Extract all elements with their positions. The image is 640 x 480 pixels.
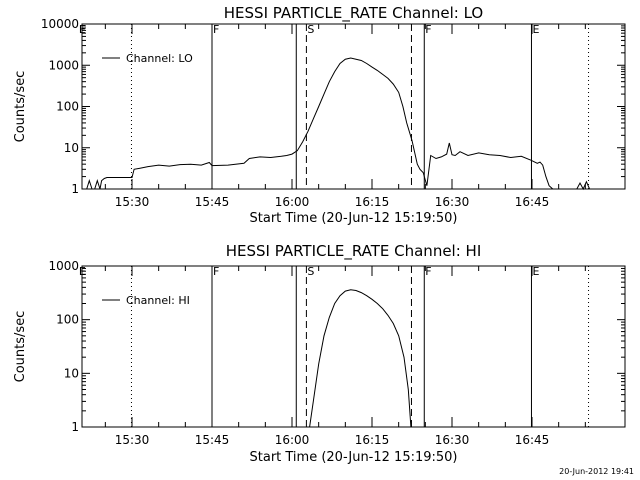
hi-x-tick-label: 15:45 xyxy=(195,433,230,447)
hi-marker-label: E xyxy=(532,265,539,278)
lo-y-tick-label: 1000 xyxy=(48,58,79,72)
hi-x-tick-label: 16:15 xyxy=(355,433,390,447)
lo-marker-label: S xyxy=(307,23,314,36)
lo-y-tick-label: 1 xyxy=(71,182,79,196)
hi-marker-label: F xyxy=(213,265,219,278)
hi-y-axis-label: Counts/sec xyxy=(13,311,28,383)
lo-x-tick-label: 16:45 xyxy=(515,195,550,209)
lo-y-axis-label: Counts/sec xyxy=(13,71,28,143)
hi-y-tick-label: 1000 xyxy=(48,259,79,273)
lo-x-tick-label: 16:15 xyxy=(355,195,390,209)
lo-x-axis-label: Start Time (20-Jun-12 15:19:50) xyxy=(250,211,458,226)
lo-marker-label: E xyxy=(79,23,86,36)
hi-x-tick-label: 16:30 xyxy=(435,433,470,447)
hi-y-tick-label: 1 xyxy=(71,420,79,434)
lo-series-line xyxy=(82,57,591,191)
hi-plot-frame xyxy=(81,265,626,428)
lo-chart-title: HESSI PARTICLE_RATE Channel: LO xyxy=(224,4,483,23)
hi-marker-label: E xyxy=(79,265,86,278)
hi-x-tick-label: 16:45 xyxy=(515,433,550,447)
hi-channel-panel: HESSI PARTICLE_RATE Channel: HI 1 10 100 100… xyxy=(13,242,626,465)
hi-marker-label: S xyxy=(307,265,314,278)
lo-x-tick-label: 15:30 xyxy=(115,195,150,209)
lo-plot-frame xyxy=(81,23,626,190)
lo-y-tick-label: 100 xyxy=(56,100,79,114)
hi-x-tick-label: 16:00 xyxy=(275,433,310,447)
hi-x-axis-label: Start Time (20-Jun-12 15:19:50) xyxy=(250,450,458,465)
generated-timestamp: 20-Jun-2012 19:41 xyxy=(559,467,634,476)
hi-x-tick-label: 15:30 xyxy=(115,433,150,447)
lo-y-tick-label: 10 xyxy=(64,141,79,155)
lo-x-tick-label: 16:30 xyxy=(435,195,470,209)
hi-y-tick-label: 100 xyxy=(56,313,79,327)
hi-legend-label: Channel: HI xyxy=(126,294,190,307)
lo-x-tick-label: 15:45 xyxy=(195,195,230,209)
lo-marker-label: E xyxy=(532,23,539,36)
hi-marker-label: F xyxy=(425,265,431,278)
hi-y-tick-label: 10 xyxy=(64,366,79,380)
lo-marker-label: F xyxy=(425,23,431,36)
hi-series-line xyxy=(309,289,412,428)
lo-x-tick-label: 16:00 xyxy=(275,195,310,209)
hi-chart-title: HESSI PARTICLE_RATE Channel: HI xyxy=(226,242,482,261)
lo-legend-label: Channel: LO xyxy=(126,52,193,65)
lo-y-tick-label: 10000 xyxy=(41,17,79,31)
lo-channel-panel: HESSI PARTICLE_RATE Channel: LO 1 10 100 100… xyxy=(13,4,626,226)
lo-marker-label: F xyxy=(213,23,219,36)
